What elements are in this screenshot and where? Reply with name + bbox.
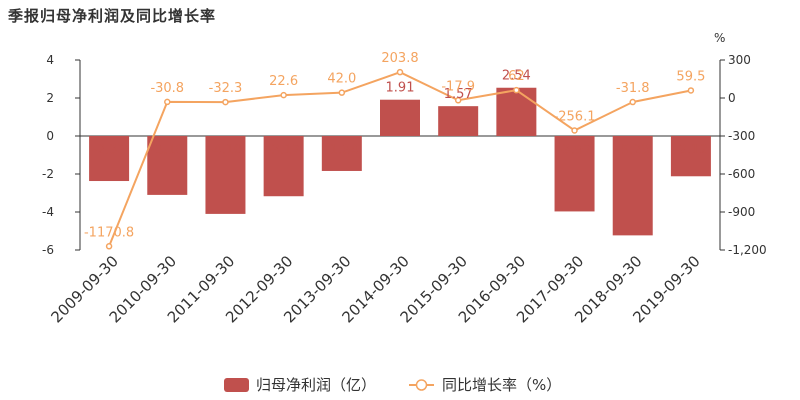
growth-point (513, 86, 520, 94)
growth-point (454, 97, 462, 104)
line-data-label: -17.9 (441, 79, 475, 94)
line-data-label: -31.8 (616, 81, 650, 96)
y-left-tick-label: 4 (46, 53, 54, 67)
line-data-label: -30.8 (150, 81, 184, 96)
growth-point (222, 98, 229, 106)
legend-line-label: 同比增长率（%） (442, 376, 561, 394)
line-data-label: 203.8 (381, 51, 418, 66)
bar (496, 87, 537, 136)
bar (147, 136, 188, 195)
line-data-label: 42.0 (327, 72, 356, 87)
legend-line-marker (415, 379, 428, 391)
y-right-tick-label: -1,200 (728, 243, 767, 257)
bar-data-label: 1.91 (386, 81, 415, 96)
bar-data-label: -2.12 (674, 143, 708, 158)
growth-point (280, 91, 287, 99)
growth-point (338, 89, 346, 96)
chart-title: 季报归母净利润及同比增长率 (8, 7, 217, 25)
y-left-tick-label: -6 (42, 243, 54, 257)
line-data-label: 22.6 (269, 74, 298, 89)
y-right-tick-label: 0 (728, 91, 736, 105)
bar-data-label: -3.17 (267, 143, 301, 158)
bar (612, 136, 653, 236)
line-data-label: 62 (508, 69, 525, 84)
growth-line (108, 71, 692, 247)
bar (670, 136, 711, 177)
bar (321, 136, 362, 171)
bar (263, 136, 304, 197)
growth-point (105, 243, 113, 250)
line-data-label: -32.3 (209, 81, 243, 96)
bar (554, 136, 595, 212)
bar-data-label: -4.10 (209, 143, 243, 158)
bar-data-label: -3.10 (150, 143, 184, 158)
bar-data-label: 2.54 (502, 69, 531, 84)
y-right-tick-label: -300 (728, 129, 755, 143)
growth-point (164, 98, 171, 106)
growth-point (396, 68, 404, 76)
y-left-tick-label: 0 (46, 129, 54, 143)
y-right-tick-label: 300 (728, 53, 751, 67)
growth-point (687, 87, 695, 94)
legend-bar-label: 归母净利润（亿） (256, 376, 376, 394)
line-data-label: -256.1 (554, 109, 596, 124)
bar-data-label: 1.57 (444, 87, 473, 102)
y-left-tick-label: -2 (42, 167, 54, 181)
y-right-tick-label: -900 (728, 205, 755, 219)
line-data-label: -1170.8 (84, 225, 134, 240)
bar (380, 99, 420, 136)
growth-point (629, 98, 636, 106)
y-left-tick-label: 2 (46, 91, 54, 105)
bar-data-label: -3.97 (558, 143, 592, 158)
bar-data-label: -5.23 (616, 143, 650, 158)
bar (89, 136, 130, 182)
bar-data-label: -1.84 (325, 143, 359, 158)
bar-data-label: -2.37 (92, 143, 126, 158)
growth-point (571, 127, 578, 134)
bar (205, 136, 246, 214)
bar (438, 106, 479, 136)
y-right-tick-label: -600 (728, 167, 755, 181)
y-left-tick-label: -4 (42, 205, 54, 219)
line-data-label: 59.5 (676, 69, 705, 84)
legend-bar-swatch (224, 378, 249, 392)
y-right-unit: % (714, 31, 725, 45)
